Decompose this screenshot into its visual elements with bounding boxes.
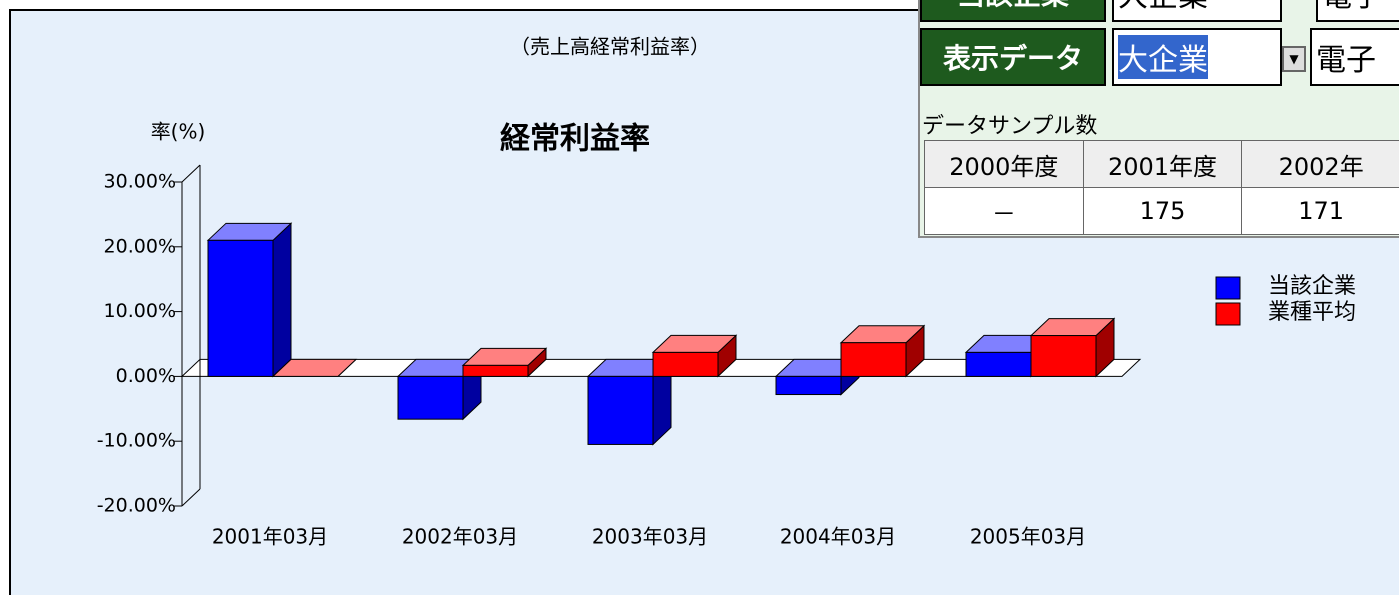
bar — [587, 375, 654, 445]
y-tick-label: 0.00% — [116, 365, 176, 387]
dropdown[interactable]: 大企業 — [1112, 28, 1282, 86]
bar — [462, 364, 529, 377]
sample-table: 2000年度 2001年度 2002年 － 175 171 — [924, 140, 1399, 235]
header-cell: 2000年度 — [924, 140, 1084, 188]
bar — [652, 351, 719, 377]
y-tick-label: -10.00% — [97, 430, 176, 452]
cell: 171 — [1241, 187, 1399, 235]
company-row: 当該企業 大企業 電子 — [920, 0, 1399, 22]
dropdown-value: 大企業 — [1118, 35, 1208, 79]
bar-side — [272, 222, 292, 378]
y-axis-label: 率(%) — [151, 120, 206, 144]
bar — [840, 342, 907, 377]
x-tick-label: 2002年03月 — [402, 525, 518, 549]
y-axis-bottom — [181, 488, 201, 507]
legend-label: 当該企業 — [1268, 274, 1356, 299]
x-tick-label: 2004年03月 — [780, 525, 896, 549]
legend-swatch — [1215, 302, 1241, 326]
row-extra: 電子 — [1310, 28, 1399, 86]
chart-subtitle: （売上高経常利益率） — [510, 35, 710, 59]
sample-label: データサンプル数 — [922, 114, 1098, 139]
row-extra: 電子 — [1316, 0, 1399, 22]
bar-top — [271, 358, 358, 377]
row-label: 当該企業 — [920, 0, 1106, 22]
legend-swatch — [1215, 276, 1241, 300]
control-panel: 当該企業 大企業 電子 表示データ 大企業 ▼ 電子 データサンプル数 2000… — [918, 0, 1399, 238]
y-tick-label: 10.00% — [104, 300, 176, 322]
header-cell: 2002年 — [1241, 140, 1399, 188]
bar — [397, 375, 464, 420]
bar — [207, 239, 274, 377]
x-tick-label: 2003年03月 — [592, 525, 708, 549]
cell: － — [924, 187, 1084, 235]
row-value: 大企業 — [1112, 0, 1282, 22]
y-axis-top — [181, 164, 201, 183]
header-cell: 2001年度 — [1082, 140, 1243, 188]
y-tick-label: 20.00% — [104, 235, 176, 257]
x-tick-label: 2005年03月 — [970, 525, 1086, 549]
dropdown-button[interactable]: ▼ — [1282, 46, 1306, 72]
y-tick-label: 30.00% — [104, 171, 176, 193]
display-row: 表示データ 大企業 ▼ 電子 — [920, 28, 1399, 86]
chart-title: 経常利益率 — [500, 122, 650, 157]
x-tick-label: 2001年03月 — [212, 525, 328, 549]
cell: 175 — [1082, 187, 1243, 235]
bar — [775, 375, 842, 396]
row-label: 表示データ — [920, 28, 1106, 86]
legend-label: 業種平均 — [1268, 300, 1356, 325]
y-tick-label: -20.00% — [97, 495, 176, 517]
bar — [1030, 335, 1097, 377]
bar — [965, 351, 1032, 377]
